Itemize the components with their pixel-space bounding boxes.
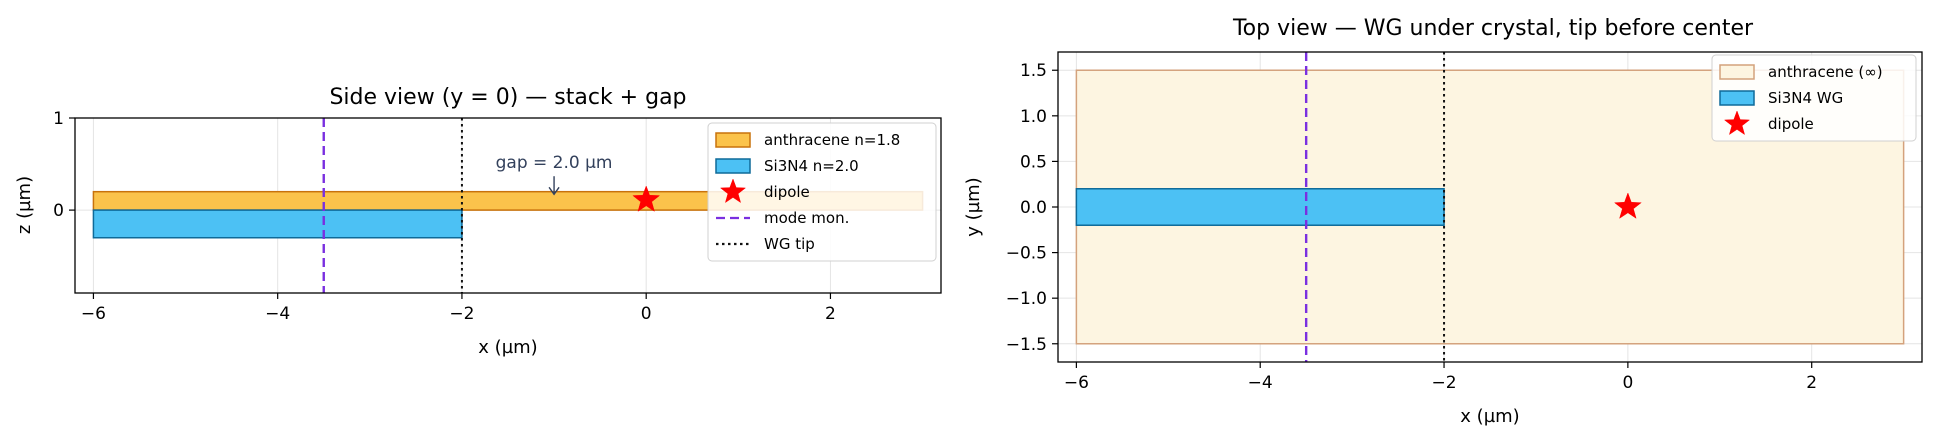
x-tick-label: 2 <box>1806 373 1817 393</box>
x-tick-label: −4 <box>1248 373 1273 393</box>
dipole-marker <box>1613 192 1642 219</box>
legend-label: anthracene n=1.8 <box>764 131 900 149</box>
legend-star <box>719 178 747 204</box>
legend-patch <box>715 132 751 148</box>
x-tick-label: −4 <box>265 304 290 324</box>
y-tick-label: 1 <box>53 109 64 129</box>
x-tick-label: 0 <box>1622 373 1633 393</box>
x-tick-label: 0 <box>641 304 652 324</box>
top-view-title: Top view — WG under crystal, tip before … <box>1232 16 1754 41</box>
y-tick-label: −0.5 <box>1006 244 1047 264</box>
gap-annotation-label: gap = 2.0 µm <box>496 153 613 173</box>
legend-label: Si3N4 WG <box>1768 89 1843 107</box>
legend-label: anthracene (∞) <box>1768 63 1883 81</box>
top-view-xlabel: x (µm) <box>1460 406 1519 427</box>
si3n4-wg-region <box>1075 188 1445 226</box>
y-tick-label: 0.5 <box>1020 152 1047 172</box>
legend-patch <box>1719 64 1755 80</box>
side-view-xlabel: x (µm) <box>478 337 537 358</box>
si3n4-n-2-0-region <box>92 209 463 239</box>
x-tick-label: −2 <box>449 304 474 324</box>
x-tick-label: 2 <box>825 304 836 324</box>
side-view-ticks: −6 −4 −2 0 2 0 1 <box>53 109 836 324</box>
legend-label: Si3N4 n=2.0 <box>764 157 859 175</box>
legend-patch <box>1719 90 1755 106</box>
x-tick-label: −6 <box>81 304 106 324</box>
gap-annotation: gap = 2.0 µm <box>496 153 613 196</box>
y-tick-label: −1.5 <box>1006 335 1047 355</box>
legend-box <box>707 122 937 262</box>
y-tick-label: 0 <box>53 201 64 221</box>
top-view-ticks: −6 −4 −2 0 2 −1.5 −1.0 −0.5 0.0 0.5 1.0 1.5 <box>1006 61 1817 393</box>
dipole-marker <box>632 185 661 212</box>
legend-label: WG tip <box>764 235 815 253</box>
side-view-ylabel: z (µm) <box>14 176 35 234</box>
y-tick-label: 1.5 <box>1020 61 1047 81</box>
top-view-legend: anthracene (∞) Si3N4 WG dipole <box>1711 54 1917 142</box>
top-view-ylabel: y (µm) <box>963 177 984 236</box>
top-view-panel: Top view — WG under crystal, tip before … <box>963 16 1923 427</box>
side-view-panel: Side view (y = 0) — stack + gap −6 −4 −2 0 2… <box>14 85 942 358</box>
legend-box <box>1711 54 1917 142</box>
legend-label: dipole <box>1768 115 1814 133</box>
y-tick-label: −1.0 <box>1006 289 1047 309</box>
side-view-axes-frame <box>74 117 942 294</box>
x-tick-label: −6 <box>1064 373 1089 393</box>
legend-star <box>1723 110 1751 136</box>
side-view-legend: anthracene n=1.8 Si3N4 n=2.0 dipole mode mo… <box>707 122 937 262</box>
x-tick-label: −2 <box>1432 373 1457 393</box>
legend-label: mode mon. <box>764 209 849 227</box>
side-view-title: Side view (y = 0) — stack + gap <box>329 85 686 110</box>
legend-label: dipole <box>764 183 810 201</box>
y-tick-label: 0.0 <box>1020 198 1047 218</box>
y-tick-label: 1.0 <box>1020 107 1047 127</box>
top-view-marks <box>1075 52 1905 362</box>
legend-patch <box>715 158 751 174</box>
gap-annotation-arrowhead <box>548 186 560 196</box>
